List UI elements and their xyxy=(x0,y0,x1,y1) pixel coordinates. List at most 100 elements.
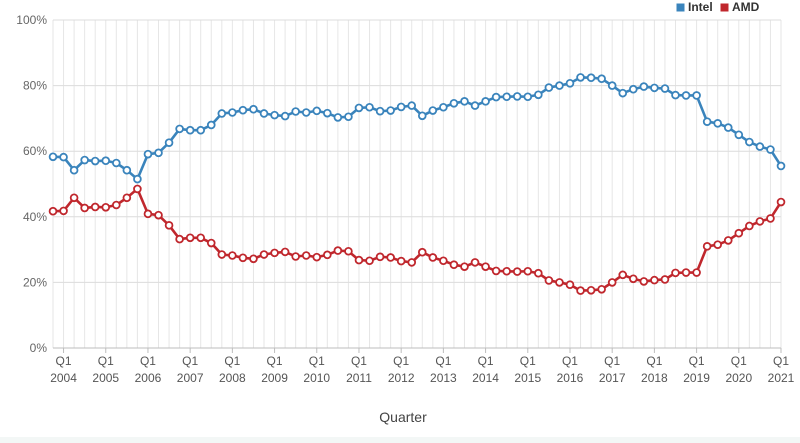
data-point xyxy=(164,138,174,147)
x-tick-year: 2020 xyxy=(725,371,752,385)
data-point xyxy=(386,106,395,115)
x-tick-label: Q1 xyxy=(562,354,578,368)
data-point xyxy=(745,221,754,231)
x-tick-year: 2007 xyxy=(177,371,204,385)
x-axis-title: Quarter xyxy=(379,409,427,425)
data-point xyxy=(154,210,163,220)
data-point xyxy=(365,256,374,266)
data-point xyxy=(238,253,248,263)
data-point xyxy=(80,203,89,213)
data-point xyxy=(228,108,237,117)
axes: 0% 20% 40% 60% 80% 100% Q1 2004 Q1 2005 Q1 2006 Q1 20… xyxy=(16,13,794,385)
x-tick-label: Q1 xyxy=(478,354,494,368)
data-point xyxy=(249,254,258,264)
data-point xyxy=(323,108,332,118)
data-point xyxy=(502,266,511,276)
data-point xyxy=(512,267,522,276)
data-point xyxy=(407,258,417,267)
data-point xyxy=(396,256,406,266)
data-point xyxy=(755,142,765,151)
data-point xyxy=(734,228,744,238)
series-line xyxy=(52,187,783,292)
y-tick-label: 20% xyxy=(23,275,47,289)
data-point xyxy=(555,278,564,287)
data-point xyxy=(48,152,58,162)
data-point xyxy=(101,202,111,212)
data-point xyxy=(439,256,448,266)
data-point xyxy=(59,152,68,162)
data-point xyxy=(428,253,438,262)
data-point xyxy=(681,268,691,277)
data-point xyxy=(723,123,733,132)
y-tick-label: 60% xyxy=(23,144,47,158)
data-point xyxy=(417,111,427,121)
data-point xyxy=(417,247,427,257)
data-point xyxy=(755,217,765,226)
data-point xyxy=(333,246,343,255)
data-point xyxy=(80,155,89,165)
y-tick-label: 80% xyxy=(23,79,47,93)
data-point xyxy=(185,125,195,135)
data-point xyxy=(280,247,290,257)
data-point xyxy=(59,206,68,216)
data-point xyxy=(323,250,332,260)
data-point xyxy=(396,102,406,112)
data-point xyxy=(386,253,395,262)
data-point xyxy=(312,106,322,116)
data-point xyxy=(69,165,79,175)
x-tick-label: Q1 xyxy=(689,354,705,368)
x-tick-label: Q1 xyxy=(182,354,198,368)
data-point xyxy=(375,252,385,262)
data-point xyxy=(723,236,733,245)
data-point xyxy=(48,206,58,216)
x-tick-year: 2010 xyxy=(303,371,330,385)
data-point xyxy=(776,197,786,207)
x-tick-label: Q1 xyxy=(140,354,156,368)
data-point xyxy=(238,105,248,115)
x-tick-year: 2018 xyxy=(641,371,668,385)
data-point xyxy=(766,214,775,223)
data-point xyxy=(586,285,596,295)
x-tick-label: Q1 xyxy=(646,354,662,368)
data-point xyxy=(196,125,206,135)
x-tick-label: Q1 xyxy=(98,354,114,368)
data-point xyxy=(734,130,744,140)
data-point xyxy=(544,276,554,285)
data-point xyxy=(312,252,322,262)
x-tick-label: Q1 xyxy=(520,354,536,368)
x-tick-label: Q1 xyxy=(731,354,747,368)
data-point xyxy=(576,286,585,295)
data-point xyxy=(618,88,628,98)
data-point xyxy=(122,165,132,175)
data-point xyxy=(586,73,596,83)
data-point xyxy=(217,109,227,118)
data-point xyxy=(639,82,649,91)
legend[interactable]: Intel AMD xyxy=(675,0,760,14)
series-line xyxy=(52,76,783,181)
data-point xyxy=(460,262,469,271)
data-point xyxy=(523,92,533,102)
data-point xyxy=(565,79,575,88)
x-tick-label: Q1 xyxy=(56,354,72,368)
data-point xyxy=(523,266,533,276)
data-point xyxy=(449,260,459,269)
data-point xyxy=(565,280,575,289)
data-point xyxy=(660,84,670,93)
data-point xyxy=(143,149,153,159)
x-tick-label: Q1 xyxy=(267,354,283,368)
data-point xyxy=(491,266,501,276)
data-point xyxy=(196,233,206,243)
bottom-strip xyxy=(0,437,800,443)
data-point xyxy=(185,233,195,243)
data-point xyxy=(681,91,691,100)
x-tick-year: 2008 xyxy=(219,371,246,385)
data-point xyxy=(449,99,459,108)
data-point xyxy=(270,110,279,120)
x-tick-year: 2009 xyxy=(261,371,288,385)
x-tick-year: 2004 xyxy=(50,371,77,385)
data-point xyxy=(228,251,237,260)
x-tick-year: 2014 xyxy=(472,371,499,385)
data-point xyxy=(407,101,417,110)
